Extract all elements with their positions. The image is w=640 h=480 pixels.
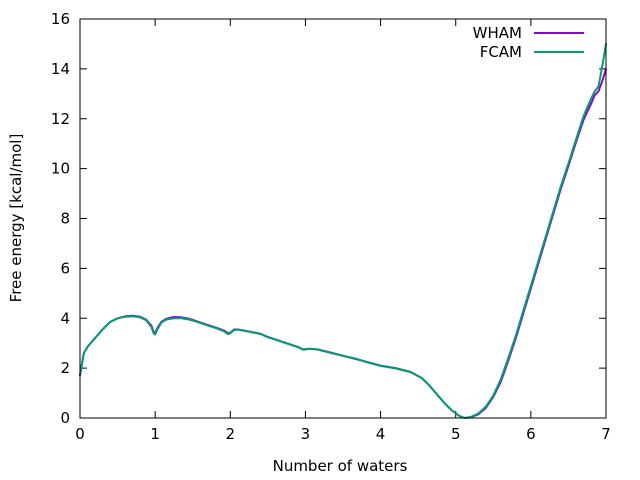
x-tick-label: 5	[451, 425, 461, 443]
x-tick-label: 6	[526, 425, 536, 443]
legend-label-wham: WHAM	[473, 24, 522, 42]
y-ticks: 0 2 4 6 8 10 12 14 16	[51, 10, 606, 427]
x-axis-label: Number of waters	[273, 457, 408, 475]
x-tick-label: 2	[226, 425, 236, 443]
y-axis-label: Free energy [kcal/mol]	[7, 134, 25, 303]
plot-frame	[79, 18, 607, 419]
x-tick-label: 7	[601, 425, 611, 443]
y-tick-label: 14	[51, 60, 70, 78]
y-tick-label: 12	[51, 110, 70, 128]
y-tick-label: 16	[51, 10, 70, 28]
series-layer	[79, 42, 607, 419]
series-line-wham	[79, 67, 607, 419]
y-tick-label: 8	[60, 210, 70, 228]
series-line-fcam	[79, 42, 607, 419]
x-tick-label: 4	[376, 425, 386, 443]
x-ticks: 0 1 2 3 4 5 6 7	[75, 19, 611, 443]
y-tick-label: 10	[51, 160, 70, 178]
x-tick-label: 0	[75, 425, 85, 443]
x-tick-label: 1	[150, 425, 160, 443]
y-tick-label: 0	[60, 409, 70, 427]
y-tick-label: 4	[60, 309, 70, 327]
x-tick-label: 3	[301, 425, 311, 443]
y-tick-label: 2	[60, 359, 70, 377]
y-tick-label: 6	[60, 259, 70, 277]
legend-label-fcam: FCAM	[480, 43, 522, 61]
legend: WHAM FCAM	[473, 24, 584, 61]
